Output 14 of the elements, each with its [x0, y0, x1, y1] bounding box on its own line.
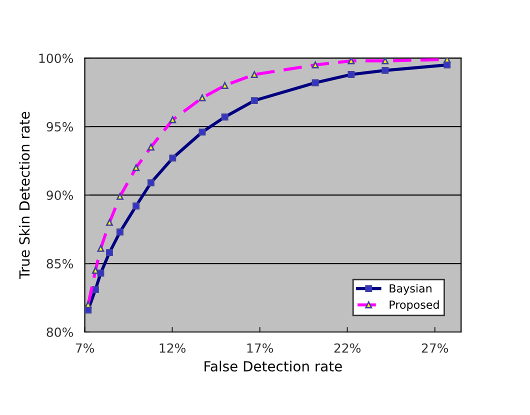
x-tick-label: 17% [247, 343, 274, 353]
y-tick-label: 85% [46, 258, 73, 268]
x-tick-label: 7% [76, 343, 94, 353]
x-axis-title: False Detection rate [204, 360, 342, 372]
y-tick-label: 95% [46, 122, 73, 132]
y-tick-label: 80% [46, 327, 73, 337]
x-tick-label: 22% [334, 343, 361, 353]
x-tick-label: 27% [422, 343, 448, 353]
legend-label: Baysian [390, 284, 432, 295]
x-tick-label: 12% [160, 343, 186, 353]
y-tick-label: 90% [46, 190, 73, 200]
y-tick-label: 100% [39, 54, 73, 64]
y-axis-title: True Skin Detection rate [18, 112, 30, 280]
legend-label: Proposed [390, 300, 439, 312]
